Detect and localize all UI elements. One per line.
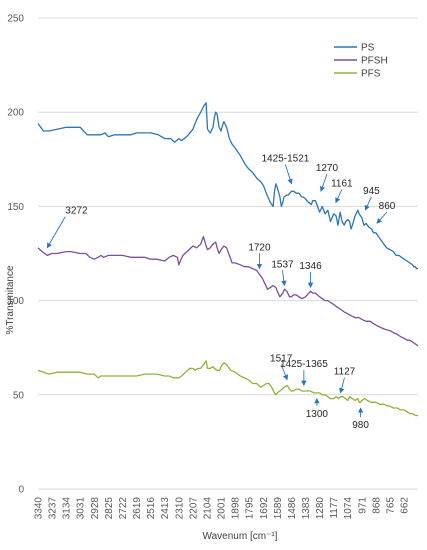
x-tick-label: 3237 <box>48 497 59 520</box>
x-tick-label: 1486 <box>287 497 298 520</box>
x-tick-label: 1074 <box>343 497 354 520</box>
x-tick-label: 1692 <box>259 497 270 520</box>
annotation-arrow <box>339 377 345 394</box>
x-tick-label: 2619 <box>132 497 143 520</box>
x-tick-label: 2928 <box>90 497 101 520</box>
x-tick-label: 2825 <box>104 497 115 520</box>
annotation-label: 1517 <box>270 353 293 364</box>
y-axis-label: %Transmitance <box>5 265 16 335</box>
gridlines <box>38 17 418 490</box>
series-line-ps <box>37 102 418 270</box>
x-axis-label: Wavenum [cm⁻¹] <box>203 531 278 542</box>
annotation-label: 1270 <box>316 163 339 174</box>
annotation-label: 1346 <box>299 261 322 272</box>
x-tick-label: 2413 <box>160 497 171 520</box>
x-tick-label: 662 <box>400 497 411 514</box>
legend-label: PS <box>361 43 375 54</box>
y-tick-label: 250 <box>7 14 24 25</box>
x-tick-label: 3340 <box>34 497 45 520</box>
x-tick-label: 1589 <box>273 497 284 520</box>
series-line-pfs <box>37 360 418 417</box>
y-tick-label: 50 <box>13 390 25 401</box>
annotation-label: 1425-1365 <box>280 359 328 370</box>
x-tick-label: 2207 <box>188 497 199 520</box>
annotation-label: 980 <box>352 420 369 431</box>
x-tick-label: 3031 <box>76 497 87 520</box>
annotation-arrow <box>319 173 328 192</box>
x-tick-label: 2310 <box>174 497 185 520</box>
x-tick-label: 2516 <box>146 497 157 520</box>
legend-label: PFS <box>361 69 381 80</box>
annotation-arrow <box>46 216 66 249</box>
annotation-arrow <box>281 270 287 287</box>
annotation-label: 1300 <box>306 409 329 420</box>
annotation-label: 860 <box>379 201 396 212</box>
annotation-label: 3272 <box>65 206 88 217</box>
x-tick-label: 868 <box>371 497 382 514</box>
x-tick-label: 765 <box>385 497 396 514</box>
annotation-label: 945 <box>363 186 380 197</box>
y-tick-label: 0 <box>18 485 24 496</box>
series-line-pfsh <box>37 235 419 347</box>
legend-label: PFSH <box>361 56 388 67</box>
y-tick-label: 100 <box>7 296 24 307</box>
x-tick-label: 2722 <box>118 497 129 520</box>
y-tick-label: 150 <box>7 202 24 213</box>
x-tick-label: 2104 <box>202 497 213 520</box>
y-tick-labels: 0 50 100 150 200 250 <box>7 14 24 496</box>
annotation-label: 1127 <box>334 367 356 378</box>
annotation-label: 1537 <box>271 259 294 270</box>
x-tick-labels: 3340 3237 3134 3031 2928 2825 2722 2619 2516 2413… <box>34 497 411 520</box>
x-tick-label: 1280 <box>315 497 326 520</box>
annotation-label: 1161 <box>331 178 353 189</box>
x-tick-label: 1795 <box>245 497 256 520</box>
annotation-arrow <box>376 211 388 224</box>
annotation-arrow <box>335 189 343 204</box>
annotation-arrow <box>364 196 372 211</box>
y-tick-label: 200 <box>7 108 24 119</box>
annotation-arrow <box>280 364 289 381</box>
x-tick-label: 1898 <box>231 497 242 520</box>
annotation-arrow <box>284 164 293 185</box>
x-tick-label: 3134 <box>62 497 73 520</box>
x-tick-label: 1177 <box>329 497 340 519</box>
x-tick-label: 2001 <box>217 497 228 520</box>
x-tick-label: 1383 <box>301 497 312 520</box>
series-lines <box>37 102 419 417</box>
x-tick-label: 971 <box>357 497 368 514</box>
annotation-label: 1425-1521 <box>262 154 310 165</box>
annotation-label: 1720 <box>248 242 271 253</box>
legend: PS PFSH PFS <box>334 43 388 80</box>
